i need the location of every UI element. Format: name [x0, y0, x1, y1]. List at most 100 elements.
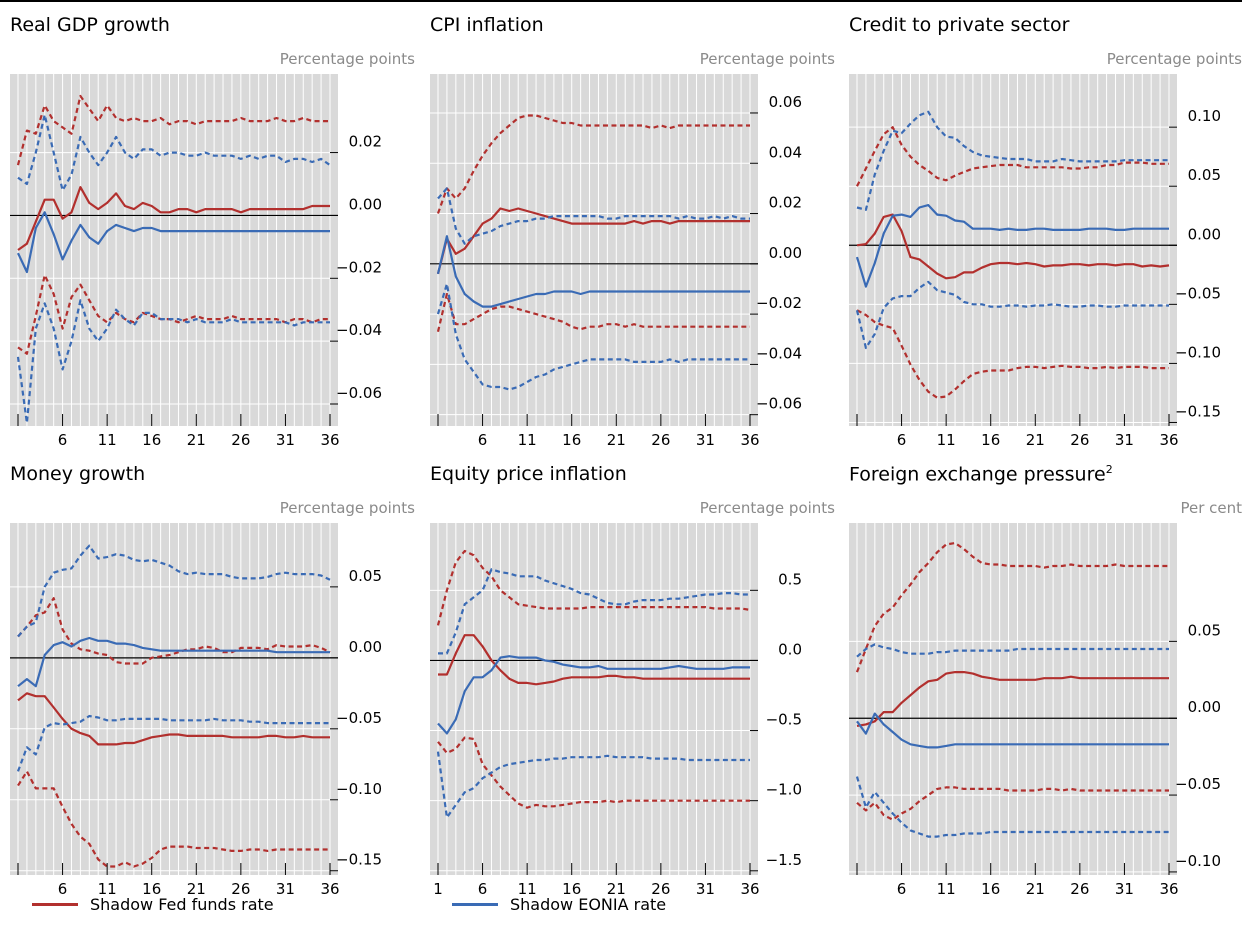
panel-cpi-inflation: CPI inflation Percentage points 6 11 16 21 2… [430, 14, 835, 454]
series-line-fed-solid-0 [17, 185, 330, 251]
x-tick-label: 11 [98, 880, 117, 898]
y-tick-label: 0.5 [778, 570, 802, 588]
x-tick-label: 31 [1115, 431, 1134, 449]
series-line-eonia-dashed-5 [16, 299, 330, 424]
x-tick-label: 16 [562, 880, 581, 898]
series-line-eonia-dashed-5 [16, 714, 330, 772]
y-tick-label: 0.02 [349, 133, 382, 151]
y-tick-label: −0.10 [1175, 852, 1221, 870]
series-line-eonia-dashed-5 [855, 776, 1169, 838]
plot-area [430, 523, 758, 875]
chart-credit-to-private-sector: 6 11 16 21 26 31 36 −0.15 −0.10 −0.05 0.00 0.05 0.10 [849, 74, 1221, 449]
y-tick-label: −0.05 [336, 709, 382, 727]
panel-unit: Percentage points [1106, 50, 1242, 68]
panel-unit: Percentage points [699, 50, 835, 68]
series-line-fed-dashed-2 [17, 274, 330, 355]
series-line-fed-dashed-1 [855, 541, 1169, 673]
y-tick-label: −0.05 [1175, 775, 1221, 793]
y-tick-label: 0.00 [769, 244, 802, 262]
y-tick-label: 0.00 [349, 638, 382, 656]
x-tick-label: 11 [518, 431, 537, 449]
legend-swatch-eonia [452, 902, 498, 906]
y-tick-label: −0.02 [336, 258, 382, 276]
panel-title: Real GDP growth [10, 14, 170, 36]
x-tick-label: 6 [897, 880, 907, 898]
y-tick-label: −0.10 [336, 780, 382, 798]
series-line-eonia-solid-3 [437, 655, 750, 735]
chart-foreign-exchange-pressure: 6 11 16 21 26 31 36 −0.10 −0.05 0.00 0.05 [849, 523, 1221, 898]
x-tick-label: 6 [58, 431, 68, 449]
x-tick-label: 21 [607, 880, 626, 898]
y-tick-label: −0.02 [756, 294, 802, 312]
x-tick-label: 16 [142, 880, 161, 898]
series-line-eonia-solid-3 [436, 235, 750, 308]
series-line-fed-solid-0 [856, 671, 1169, 727]
series-line-eonia-dashed-4 [437, 187, 750, 245]
series-line-fed-dashed-1 [16, 94, 330, 166]
x-tick-label: 36 [320, 431, 339, 449]
chart-real-gdp-growth: 6 11 16 21 26 31 36 −0.06 −0.04 −0.02 0.00 0.02 [10, 74, 382, 449]
x-tick-label: 16 [981, 880, 1000, 898]
y-tick-label: 0.04 [769, 143, 802, 161]
series-line-eonia-dashed-4 [438, 568, 750, 655]
y-tick-label: −0.10 [1175, 343, 1221, 361]
series-line-eonia-dashed-4 [17, 113, 331, 192]
chart-money-growth: 6 11 16 21 26 31 36 −0.15 −0.10 −0.05 0.00 0.05 [10, 523, 382, 898]
series-line-fed-solid-0 [17, 692, 330, 746]
panel-equity-price-inflation: Equity price inflation Percentage points… [430, 463, 835, 903]
series-line-eonia-dashed-4 [856, 643, 1169, 658]
legend-item-eonia: Shadow EONIA rate [452, 892, 666, 916]
x-tick-label: 31 [696, 880, 715, 898]
series-line-fed-dashed-2 [856, 309, 1169, 399]
x-tick-label: 16 [142, 431, 161, 449]
x-tick-label: 26 [231, 431, 250, 449]
x-tick-label: 6 [478, 880, 488, 898]
y-tick-label: −0.15 [336, 851, 382, 869]
y-tick-label: 0.05 [1188, 621, 1221, 639]
x-tick-label: 16 [562, 431, 581, 449]
y-tick-label: 0.00 [349, 195, 382, 213]
series-line-eonia-dashed-4 [17, 544, 331, 638]
x-tick-label: 21 [607, 431, 626, 449]
y-tick-label: 0.10 [1188, 107, 1221, 125]
x-tick-label: 21 [187, 431, 206, 449]
series-line-eonia-dashed-5 [436, 282, 750, 391]
panel-credit-to-private-sector: Credit to private sector Percentage poin… [849, 14, 1242, 454]
panel-unit: Percentage points [699, 499, 835, 517]
y-tick-label: −0.04 [336, 321, 382, 339]
series-line-fed-dashed-2 [856, 786, 1169, 821]
x-tick-label: 21 [1026, 431, 1045, 449]
x-tick-label: 26 [1070, 431, 1089, 449]
x-tick-label: 26 [231, 880, 250, 898]
x-tick-label: 36 [320, 880, 339, 898]
series-line-fed-solid-0 [438, 634, 750, 686]
y-tick-label: −0.15 [1175, 402, 1221, 420]
x-tick-label: 11 [937, 431, 956, 449]
series-line-fed-dashed-2 [17, 770, 330, 868]
y-tick-label: 0.05 [1188, 166, 1221, 184]
series-line-eonia-solid-3 [17, 636, 330, 688]
y-tick-label: 0.02 [769, 194, 802, 212]
panel-title: Foreign exchange pressure2 [849, 463, 1113, 486]
panel-real-gdp-growth: Real GDP growth Percentage points 6 11 16 2… [10, 14, 415, 454]
y-tick-label: −1.5 [766, 851, 802, 869]
y-tick-label: −0.5 [766, 711, 802, 729]
y-tick-label: −0.05 [1175, 284, 1221, 302]
series-line-fed-dashed-1 [436, 549, 751, 626]
legend-swatch-fed [32, 902, 78, 906]
series-line-eonia-solid-3 [17, 211, 330, 274]
x-tick-label: 36 [740, 880, 759, 898]
plot-area [10, 74, 338, 426]
panel-title: Money growth [10, 463, 146, 485]
chart-cpi-inflation: 6 11 16 21 26 31 36 −0.06 −0.04 −0.02 0.00 0.02 0.04… [430, 74, 802, 449]
y-tick-label: −1.0 [766, 781, 802, 799]
x-tick-label: 11 [518, 880, 537, 898]
top-rule [0, 0, 1242, 2]
x-tick-label: 36 [1159, 880, 1178, 898]
x-tick-label: 6 [478, 431, 488, 449]
x-tick-label: 31 [696, 431, 715, 449]
series-line-eonia-dashed-4 [856, 110, 1169, 211]
x-tick-label: 11 [937, 880, 956, 898]
panel-title: Credit to private sector [849, 14, 1070, 36]
x-tick-label: 6 [58, 880, 68, 898]
